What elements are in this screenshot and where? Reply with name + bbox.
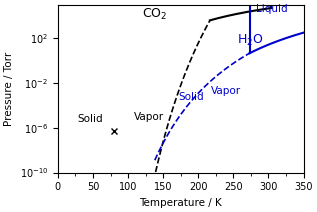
Y-axis label: Pressure / Torr: Pressure / Torr	[4, 52, 14, 126]
X-axis label: Temperature / K: Temperature / K	[139, 198, 222, 208]
Text: Liquid: Liquid	[256, 4, 288, 14]
Text: CO$_2$: CO$_2$	[142, 7, 167, 22]
Text: Solid: Solid	[78, 114, 103, 124]
Text: Vapor: Vapor	[134, 112, 164, 122]
Text: Vapor: Vapor	[211, 86, 241, 96]
Text: H$_2$O: H$_2$O	[237, 33, 263, 48]
Text: Solid: Solid	[179, 92, 204, 102]
